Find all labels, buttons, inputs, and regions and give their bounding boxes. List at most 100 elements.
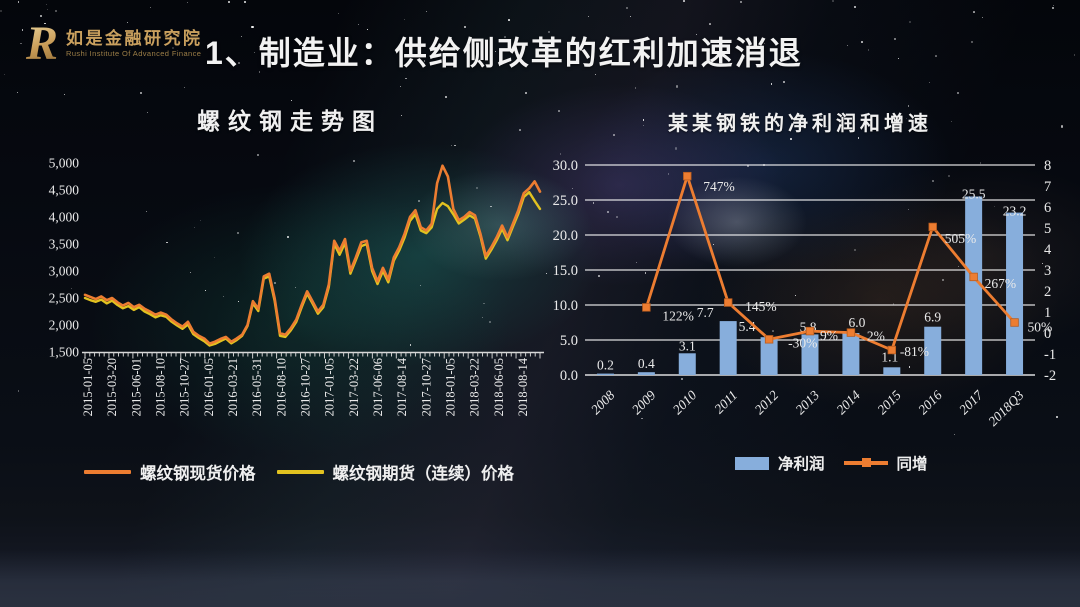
series-spot — [83, 164, 542, 345]
x-tick-label: 2016-01-05 — [202, 358, 216, 416]
star — [425, 10, 427, 12]
rebar-line-chart: 5,000 4,500 4,000 3,500 3,000 2,500 2,000 1,500… — [49, 156, 544, 416]
growth-value-label: 267% — [985, 276, 1017, 291]
x-tick-label: 2015-08-10 — [154, 358, 168, 416]
x-tick-label: 2018-03-22 — [468, 358, 482, 416]
logo-name-cn: 如是金融研究院 — [66, 29, 203, 48]
category-label: 2014 — [833, 387, 863, 417]
left-chart-legend: 螺纹钢现货价格 螺纹钢期货（连续）价格 — [84, 460, 514, 484]
growth-line — [645, 174, 1016, 352]
category-label: 2011 — [711, 388, 740, 417]
line-marker — [846, 328, 856, 337]
line-marker — [642, 303, 651, 312]
bar — [678, 353, 696, 375]
star — [908, 21, 911, 24]
star — [1073, 54, 1075, 56]
category-label: 2008 — [588, 387, 618, 417]
x-tick-label: 2017-08-14 — [395, 357, 409, 416]
spot-price-legend-label: 螺纹钢现货价格 — [140, 464, 256, 483]
bar — [596, 373, 614, 375]
left-series — [83, 164, 542, 347]
logo-r-icon: R — [26, 17, 59, 70]
star — [854, 6, 856, 8]
line-marker — [887, 345, 897, 355]
star — [508, 19, 510, 21]
star — [17, 1, 20, 3]
star — [17, 390, 19, 392]
bar-value-label: 3.1 — [679, 338, 696, 353]
growth-legend-marker — [861, 458, 871, 467]
right-chart-legend: 净利润 同增 — [735, 452, 928, 474]
star — [1052, 7, 1054, 9]
star — [1052, 4, 1055, 7]
left-axes: 5,000 4,500 4,000 3,500 3,000 2,500 2,000 1,500… — [49, 156, 544, 416]
y-tick-label: 3,500 — [49, 237, 80, 252]
star — [149, 7, 152, 9]
logo-text: 如是金融研究院 Rushi Institute Of Advanced Fina… — [66, 29, 203, 59]
right-axis-label: 8 — [1044, 158, 1051, 174]
x-tick-label: 2015-03-20 — [105, 358, 119, 416]
star — [831, 0, 834, 3]
star — [21, 29, 23, 31]
star — [629, 15, 631, 17]
left-axis-label: 15.0 — [553, 263, 578, 279]
bar — [760, 337, 778, 375]
bar — [637, 372, 655, 375]
right-axis-label: 4 — [1044, 242, 1052, 258]
growth-value-label: 505% — [945, 231, 977, 246]
bar-value-label: 23.2 — [1003, 204, 1027, 219]
star — [867, 49, 870, 51]
x-tick-label: 2017-06-06 — [371, 358, 385, 416]
x-tick-label: 2015-01-05 — [81, 358, 95, 416]
bar-value-label: 6.0 — [848, 315, 865, 330]
spot-price-legend-swatch — [84, 470, 131, 474]
left-axis-label: 5.0 — [560, 333, 578, 349]
growth-value-label: -30% — [788, 335, 817, 350]
star — [860, 40, 863, 43]
bar-series: 0.2 0.43.17.75.4 5.8 6.01.16.925.523.2 — [596, 187, 1027, 375]
right-axis-label: 1 — [1044, 305, 1051, 321]
line-marker — [928, 222, 937, 232]
y-tick-label: 1,500 — [49, 345, 80, 360]
star — [956, 92, 959, 95]
line-marker — [764, 335, 774, 344]
star — [17, 92, 18, 93]
growth-value-label: 2% — [867, 329, 885, 344]
growth-legend-swatch — [843, 458, 888, 467]
y-tick-label: 4,000 — [49, 210, 80, 225]
line-marker — [1010, 318, 1019, 327]
x-tick-label: 2017-01-05 — [323, 358, 337, 416]
bar — [883, 367, 901, 375]
x-tick-label: 2016-10-27 — [299, 358, 313, 416]
star — [770, 83, 773, 86]
star — [186, 2, 188, 4]
star — [0, 9, 3, 12]
star — [847, 44, 849, 47]
logo-name-en: Rushi Institute Of Advanced Finance — [66, 49, 202, 58]
star — [184, 86, 186, 88]
growth-value-label: 9% — [820, 328, 838, 343]
star — [782, 81, 785, 84]
y-tick-label: 2,500 — [49, 291, 80, 306]
left-axis-label: 10.0 — [553, 298, 578, 314]
star — [64, 93, 66, 95]
bar-value-label: 25.5 — [962, 187, 986, 202]
y-tick-label: 2,000 — [49, 318, 80, 333]
star — [683, 0, 686, 3]
star — [740, 1, 742, 3]
x-tick-label: 2015-10-27 — [178, 358, 192, 416]
star — [55, 9, 58, 12]
star — [20, 43, 22, 45]
left-axis-label: 30.0 — [553, 158, 578, 174]
header: R 如是金融研究院 Rushi Institute Of Advanced Fi… — [26, 20, 203, 68]
futures-price-legend-swatch — [276, 470, 324, 474]
star — [445, 95, 448, 98]
star — [928, 82, 930, 83]
star — [45, 3, 47, 6]
star — [625, 7, 628, 10]
growth-value-label: 747% — [703, 179, 735, 194]
horizon-landscape — [0, 549, 1080, 607]
category-label: 2015 — [874, 387, 904, 417]
x-tick-label: 2018-08-14 — [516, 357, 530, 416]
